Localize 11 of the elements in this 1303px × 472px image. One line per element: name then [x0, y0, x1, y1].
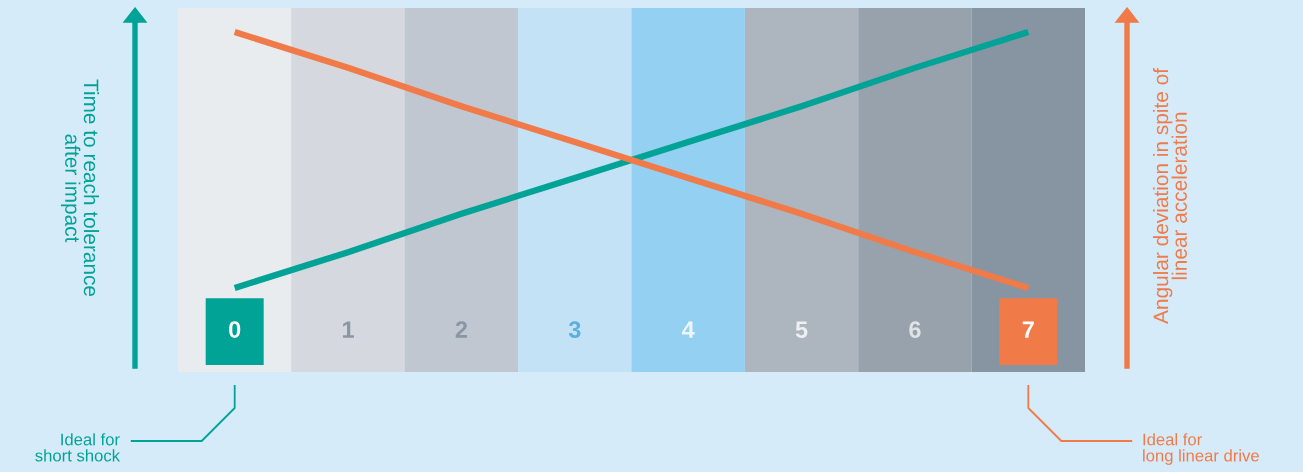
- y2-axis-title: Angular deviation in spite of linear acceleration: [1152, 67, 1187, 324]
- x-tick-label: 0: [229, 321, 241, 338]
- text: Ideal for long linear drive: [1143, 433, 1259, 465]
- x-tick-label: 1: [342, 321, 354, 338]
- x-tick-label: 4: [681, 321, 695, 338]
- text: Ideal for short shock: [35, 433, 121, 462]
- x-tick-label: 6: [909, 321, 921, 338]
- x-tick-label: 3: [568, 321, 581, 338]
- y-axis-title: Time to reach tolerance after impact: [60, 79, 100, 297]
- x-tick-label: 5: [795, 321, 808, 338]
- x-tick-label: 7: [1022, 321, 1034, 338]
